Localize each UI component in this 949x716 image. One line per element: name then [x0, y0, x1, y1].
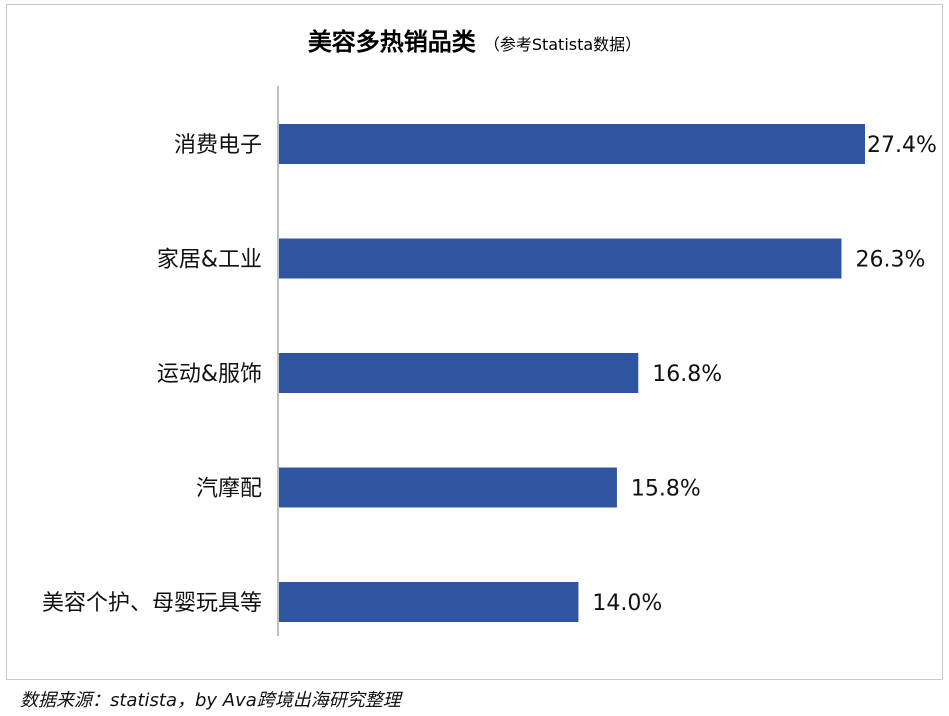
category-label: 家居&工业 [157, 248, 262, 273]
chart-frame [6, 4, 943, 680]
bar [279, 467, 617, 508]
bar [279, 353, 639, 393]
chart-title-block: 美容多热销品类 （参考Statista数据） [0, 22, 949, 57]
bar [279, 238, 842, 279]
source-note: 数据来源：statista，by Ava跨境出海研究整理 [20, 690, 401, 711]
bar [279, 124, 865, 164]
bar [279, 582, 579, 622]
value-label: 15.8% [631, 477, 701, 502]
value-label: 14.0% [592, 591, 662, 616]
category-label: 汽摩配 [196, 477, 262, 502]
category-label: 运动&服饰 [157, 362, 262, 387]
bars-group: 消费电子 27.4% 家居&工业 26.3% 运动&服饰 16.8% 汽摩配 15.8% 美容个… [42, 124, 937, 622]
category-label: 消费电子 [174, 133, 262, 158]
value-label: 26.3% [855, 248, 925, 273]
chart-subtitle: （参考Statista数据） [483, 35, 642, 54]
value-label: 27.4% [867, 133, 937, 158]
category-label: 美容个护、母婴玩具等 [42, 591, 262, 616]
chart-title: 美容多热销品类 [307, 28, 476, 56]
value-label: 16.8% [652, 362, 722, 387]
